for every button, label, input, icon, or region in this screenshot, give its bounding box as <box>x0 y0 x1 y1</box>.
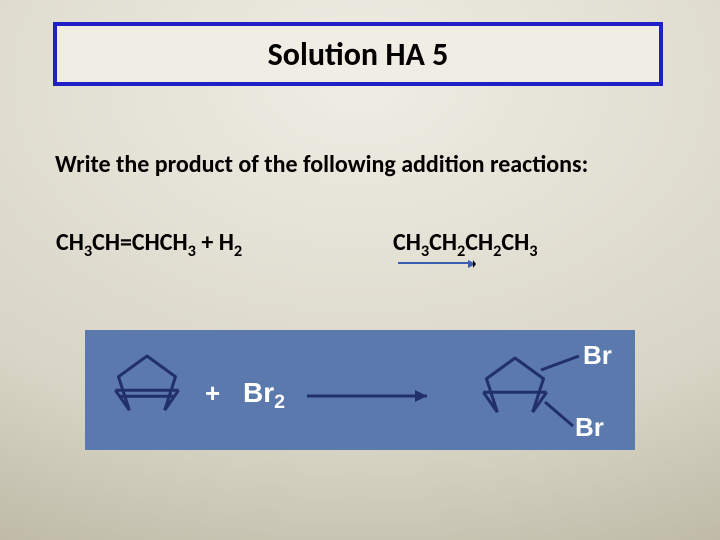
prompt-text: Write the product of the following addit… <box>55 150 588 179</box>
title-box: Solution HA 5 <box>53 22 663 86</box>
equation1-arrow-icon <box>398 262 468 264</box>
reaction-diagram: +Br2BrBr <box>85 330 635 450</box>
br-label-0: Br <box>583 340 612 370</box>
equation1-product: CH3CH2CH2CH3 <box>393 228 538 257</box>
plus-sign: + <box>205 378 220 408</box>
br-label-1: Br <box>575 412 604 442</box>
title-text: Solution HA 5 <box>268 35 449 74</box>
equation1-reactant: CH3CH=CHCH3 + H2 <box>56 228 242 257</box>
